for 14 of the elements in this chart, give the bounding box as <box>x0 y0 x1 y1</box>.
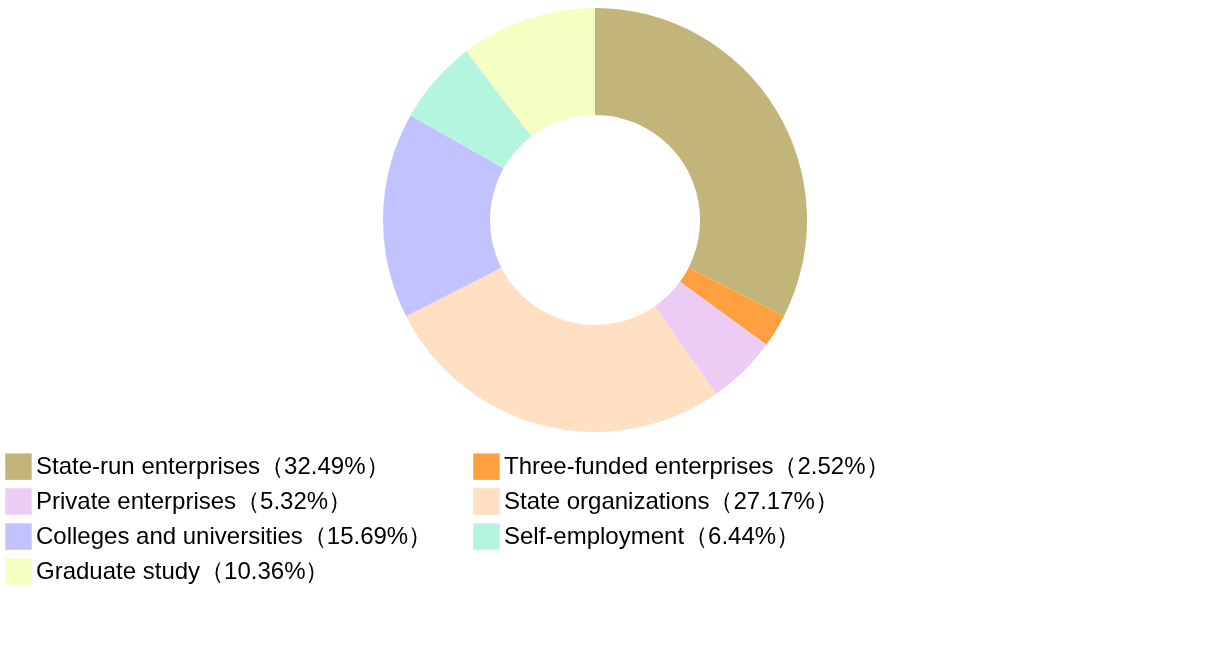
donut-slice <box>595 8 807 317</box>
legend-label: Colleges and universities（15.69%） <box>36 521 433 549</box>
legend-label: Three-funded enterprises（2.52%） <box>504 451 890 479</box>
legend-label: Private enterprises（5.32%） <box>36 486 353 514</box>
donut-slice <box>654 281 767 395</box>
donut-slice <box>406 267 716 432</box>
legend-label: State-run enterprises（32.49%） <box>36 451 390 479</box>
donut-slice <box>410 51 532 169</box>
legend-label: State organizations（27.17%） <box>504 486 839 514</box>
legend-label: Self-employment（6.44%） <box>504 521 801 549</box>
donut-slice <box>466 8 595 137</box>
donut-slice <box>383 115 504 317</box>
legend-label: Graduate study（10.36%） <box>36 556 330 584</box>
donut-slice <box>679 267 784 345</box>
